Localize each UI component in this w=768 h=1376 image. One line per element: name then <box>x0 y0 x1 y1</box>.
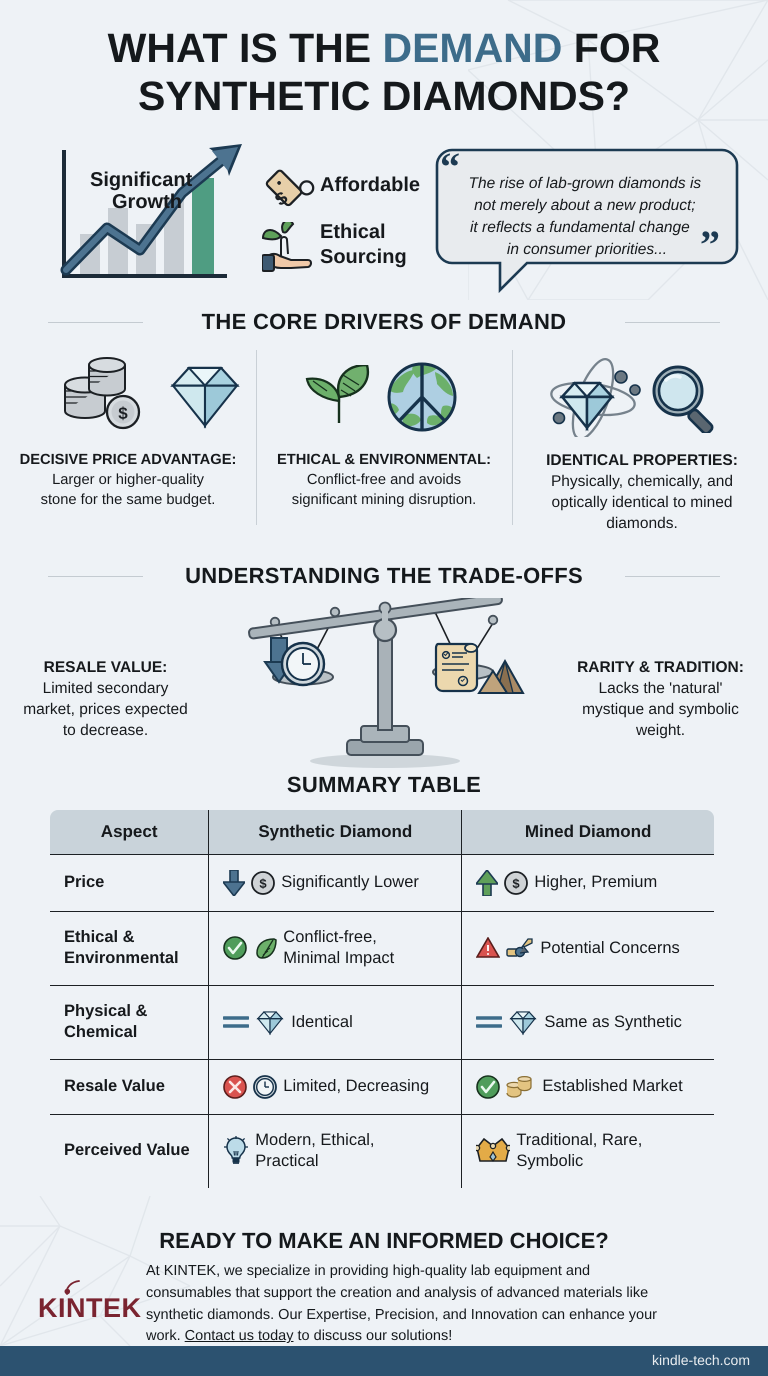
svg-text:Significant: Significant <box>90 169 193 191</box>
svg-text:$: $ <box>260 876 268 891</box>
svg-text:“: “ <box>440 144 460 189</box>
svg-text:$: $ <box>513 876 521 891</box>
svg-text:Growth: Growth <box>112 191 182 213</box>
svg-text:”: ” <box>700 222 720 267</box>
svg-text:$: $ <box>118 404 128 423</box>
